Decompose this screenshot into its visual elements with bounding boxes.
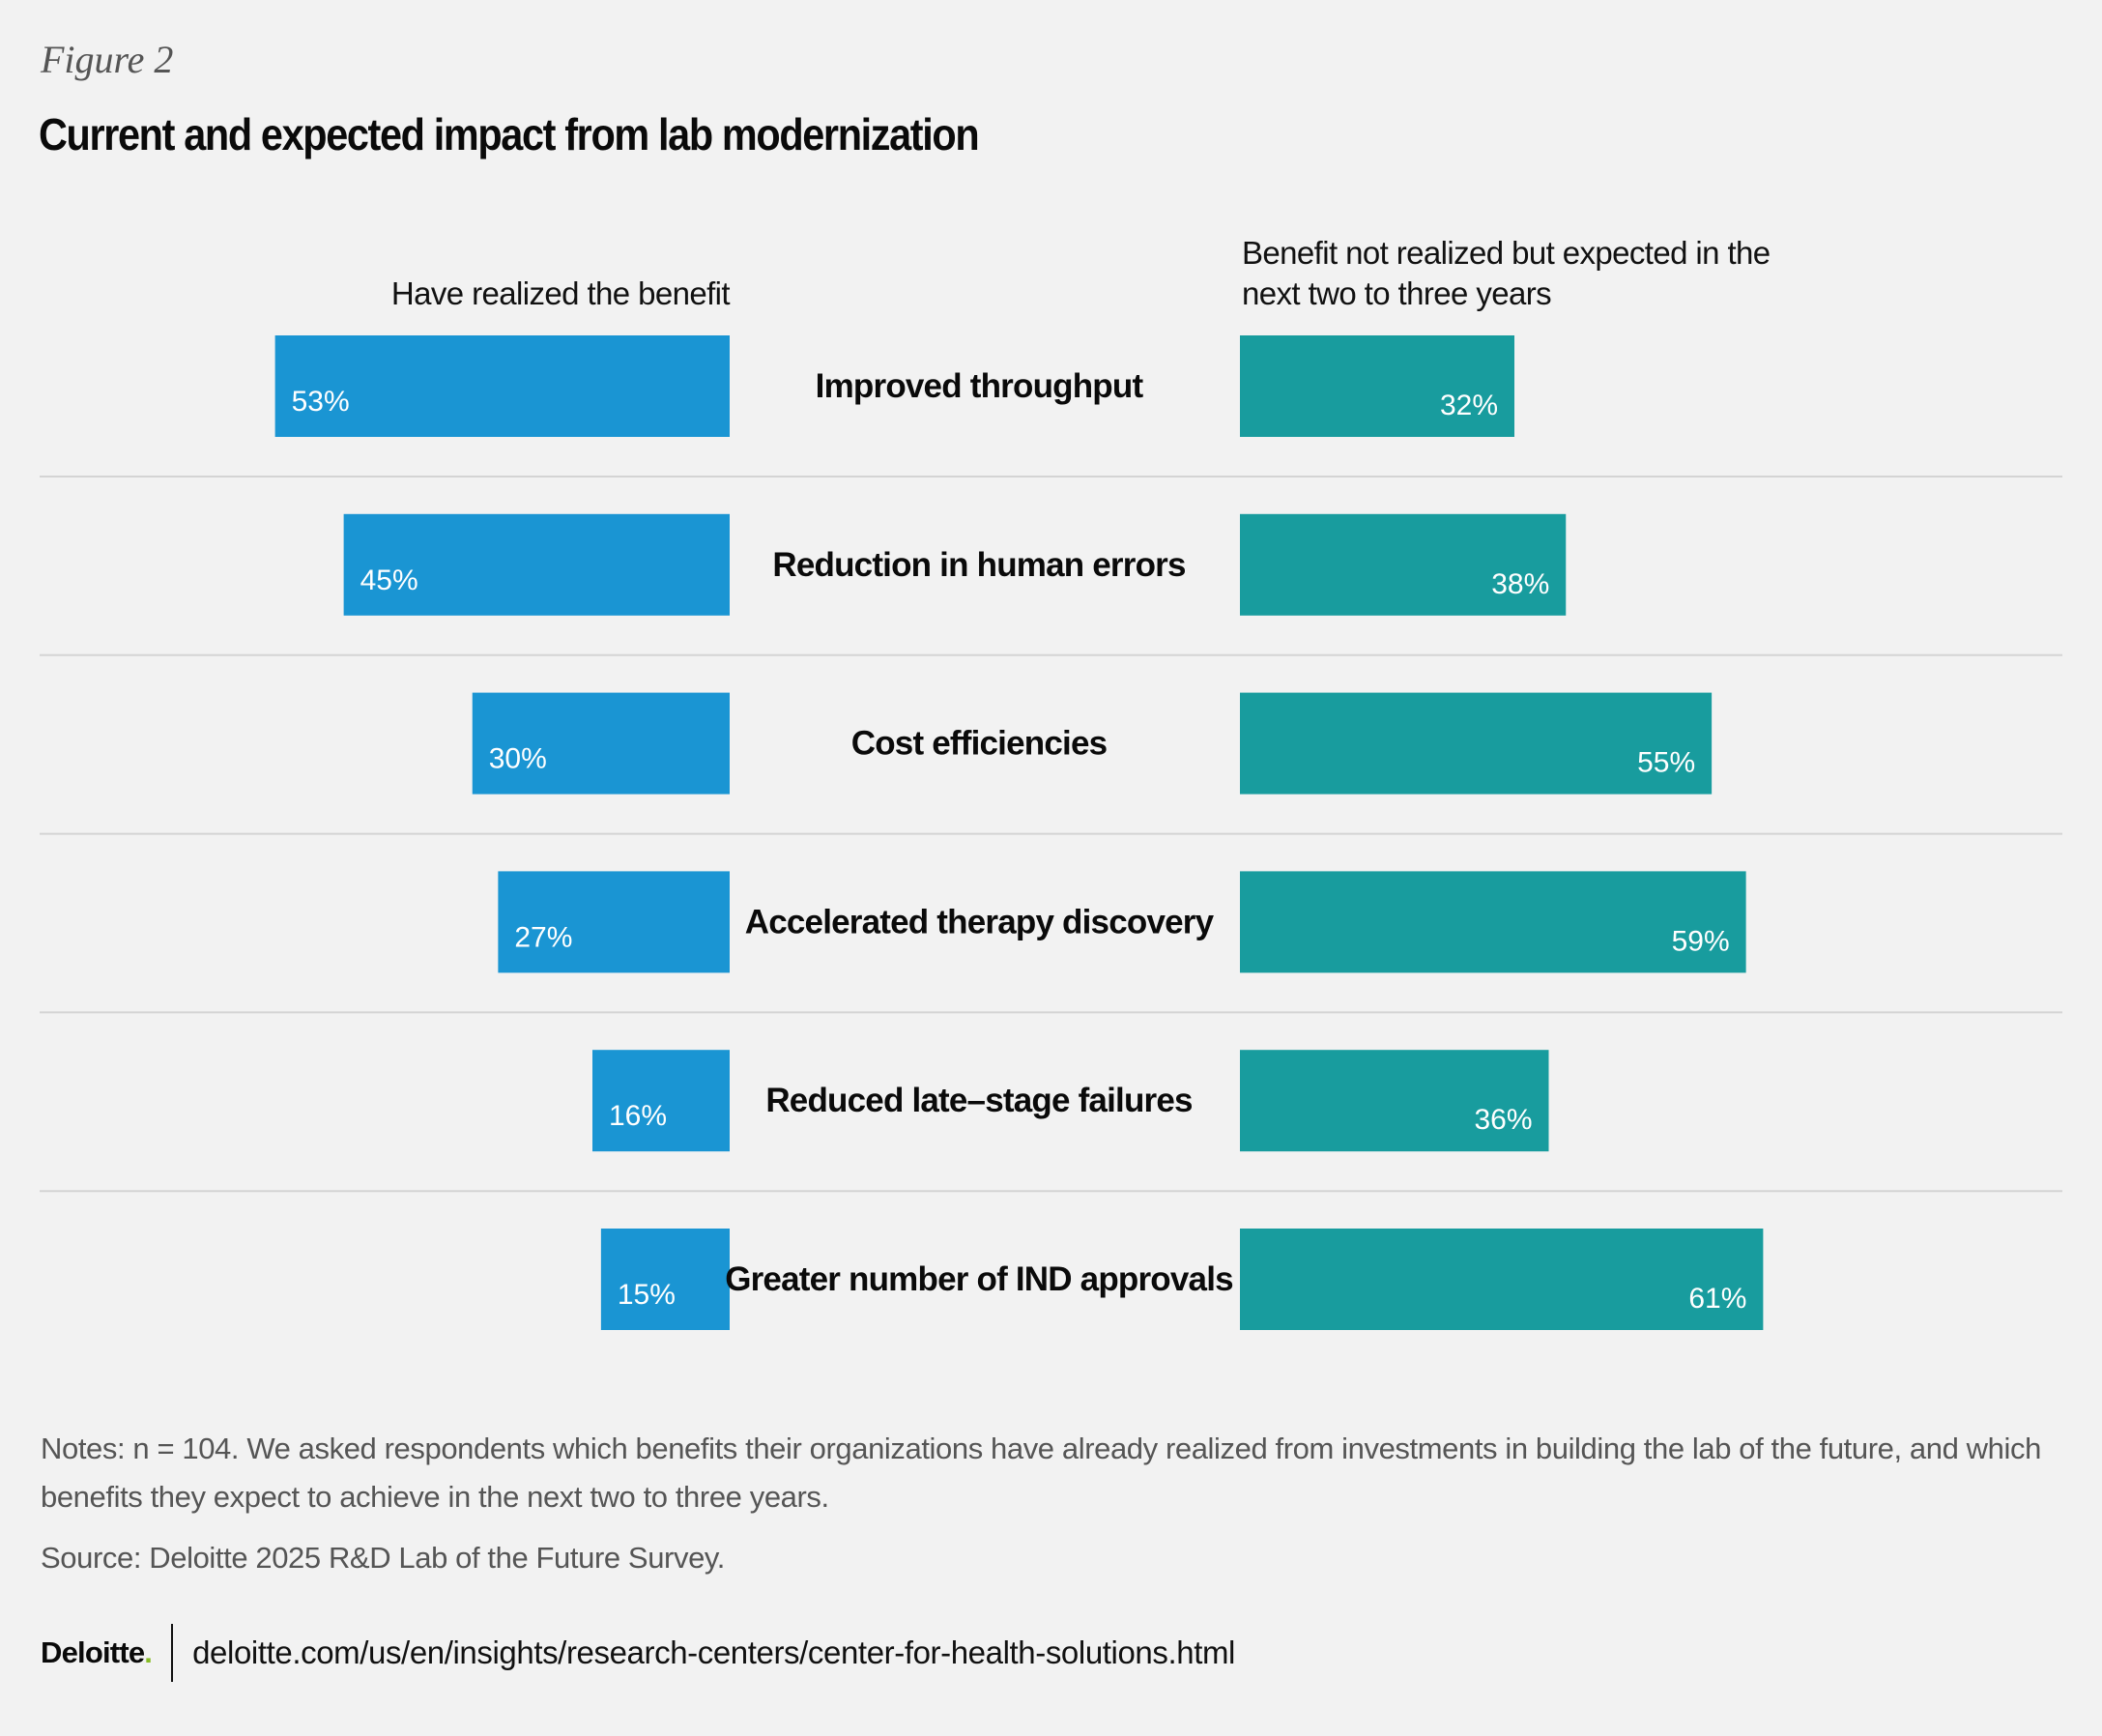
bar-expected	[1240, 692, 1713, 795]
bar-expected	[1240, 1050, 1549, 1152]
footer-url-link[interactable]: deloitte.com/us/en/insights/research-cen…	[192, 1635, 1235, 1670]
bar-realized-label: 27%	[514, 921, 572, 953]
bar-realized	[343, 513, 730, 616]
bar-realized	[498, 871, 730, 973]
bar-expected-label: 36%	[1474, 1104, 1532, 1136]
legend-expected-line1: Benefit not realized but expected in the	[1242, 235, 1771, 271]
bar-expected	[1240, 871, 1746, 973]
chart-row: 45% Reduction in human errors 38%	[343, 513, 1567, 616]
logo-text: Deloitte	[41, 1635, 145, 1669]
bar-expected	[1240, 1229, 1764, 1330]
legend-expected-line2: next two to three years	[1242, 275, 1552, 311]
bar-realized	[472, 692, 730, 795]
category-label: Reduction in human errors	[772, 546, 1186, 584]
category-label: Accelerated therapy discovery	[745, 903, 1215, 940]
footer-separator	[171, 1624, 174, 1682]
footer: Deloitte. deloitte.com/us/en/insights/re…	[41, 1624, 1235, 1682]
legend-expected: Benefit not realized but expected in the…	[1242, 233, 1822, 314]
chart-row: 16% Reduced late–stage failures 36%	[592, 1050, 1549, 1152]
bar-realized-label: 30%	[489, 743, 547, 775]
figure-label: Figure 2	[41, 38, 174, 81]
chart-row: 15% Greater number of IND approvals 61%	[600, 1229, 1764, 1330]
chart-row: 30% Cost efficiencies 55%	[472, 692, 1713, 795]
notes: Notes: n = 104. We asked respondents whi…	[41, 1432, 2041, 1514]
bar-expected-label: 61%	[1688, 1283, 1746, 1315]
bar-realized-label: 45%	[360, 564, 418, 596]
source: Source: Deloitte 2025 R&D Lab of the Fut…	[41, 1541, 725, 1575]
bar-expected-label: 38%	[1491, 568, 1549, 600]
logo-dot-icon: .	[144, 1635, 153, 1669]
legend-realized: Have realized the benefit	[390, 275, 731, 311]
bar-realized	[600, 1229, 730, 1330]
bar-realized	[274, 335, 730, 437]
category-label: Improved throughput	[816, 367, 1144, 405]
chart-title: Current and expected impact from lab mod…	[39, 109, 980, 159]
bar-expected-label: 55%	[1637, 747, 1695, 779]
bar-realized-label: 53%	[292, 386, 350, 418]
bar-expected	[1240, 335, 1514, 437]
bar-realized-label: 15%	[618, 1279, 676, 1311]
bar-expected-label: 32%	[1440, 390, 1498, 421]
category-label: Greater number of IND approvals	[725, 1260, 1233, 1298]
bar-realized-label: 16%	[609, 1100, 667, 1132]
bar-expected-label: 59%	[1672, 925, 1730, 957]
bar-realized	[592, 1050, 730, 1152]
bar-expected	[1240, 513, 1567, 616]
chart-row: 53% Improved throughput 32%	[274, 335, 1514, 437]
chart-row: 27% Accelerated therapy discovery 59%	[498, 871, 1746, 973]
deloitte-logo: Deloitte.	[41, 1635, 153, 1670]
diverging-bar-chart: 53% Improved throughput 32% 45% Reduction in…	[40, 335, 2062, 1330]
category-label: Cost efficiencies	[851, 725, 1108, 763]
category-label: Reduced late–stage failures	[765, 1082, 1193, 1119]
